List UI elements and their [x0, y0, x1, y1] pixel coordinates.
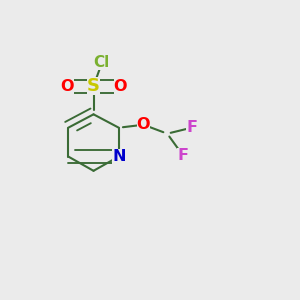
Text: O: O	[113, 79, 127, 94]
Text: N: N	[112, 149, 125, 164]
Text: F: F	[186, 120, 197, 135]
Text: Cl: Cl	[94, 56, 110, 70]
Text: O: O	[137, 117, 150, 132]
Text: S: S	[87, 77, 100, 95]
Text: F: F	[177, 148, 188, 163]
Text: O: O	[60, 79, 74, 94]
